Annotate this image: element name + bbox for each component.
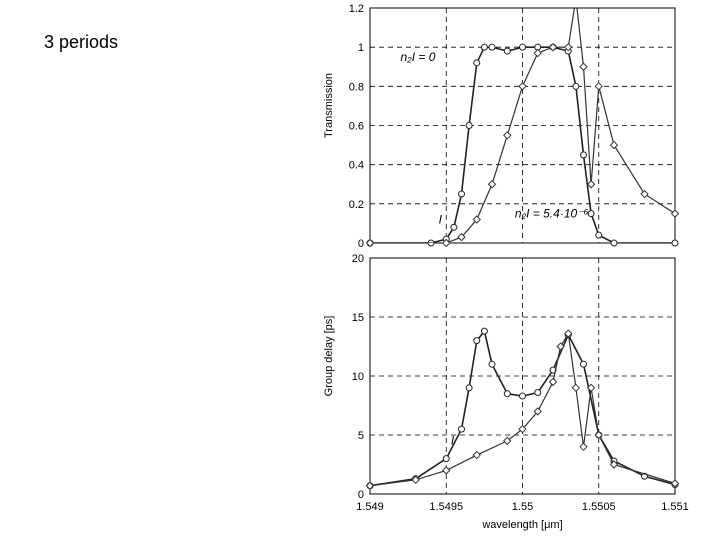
x-tick-label: 1.549 <box>356 501 384 513</box>
x-tick-label: 1.551 <box>661 501 689 513</box>
data-point <box>365 238 375 248</box>
y-tick-label: 0 <box>358 489 364 501</box>
data-point <box>503 131 512 140</box>
data-point <box>503 436 512 446</box>
data-point <box>556 342 565 351</box>
annotation-label: n₂I = 0 <box>401 50 436 64</box>
y-tick-label: 0.4 <box>349 160 364 172</box>
data-point <box>533 407 542 416</box>
data-point <box>671 239 679 247</box>
data-point <box>579 62 588 71</box>
group-delay-plot: 0 5 10 15 20 1.549 1.5495 1.55 1.5505 1.551 Group … <box>323 253 689 531</box>
data-point <box>572 82 580 90</box>
data-point <box>670 209 680 218</box>
y-tick-label: 0.8 <box>349 81 364 93</box>
data-point <box>609 460 619 469</box>
y-tick-label: 1.2 <box>349 3 364 15</box>
data-point <box>503 390 511 398</box>
series-line <box>370 46 675 243</box>
data-point <box>465 384 473 392</box>
y-tick-label: 1 <box>358 42 364 54</box>
data-point <box>442 466 451 475</box>
data-point <box>458 190 465 198</box>
y-tick-label: 0.2 <box>349 199 364 211</box>
data-point <box>458 425 465 433</box>
y-tick-label: 15 <box>352 312 364 324</box>
data-point <box>519 43 526 51</box>
data-point <box>640 189 649 199</box>
data-point <box>533 48 542 58</box>
data-point <box>480 327 488 335</box>
data-point <box>594 430 603 440</box>
data-point <box>580 360 587 368</box>
data-point <box>472 215 481 224</box>
data-point <box>487 180 497 189</box>
data-point <box>503 47 511 55</box>
data-point <box>488 360 496 368</box>
data-point <box>518 424 527 434</box>
slide-title: 3 periods <box>44 32 119 52</box>
x-tick-label: 1.55 <box>512 501 533 513</box>
y-tick-label: 0.6 <box>349 121 364 133</box>
data-point <box>518 82 527 91</box>
data-point <box>595 231 603 239</box>
data-point <box>457 232 466 242</box>
series-line <box>370 331 675 487</box>
data-point <box>472 450 481 460</box>
data-point <box>586 180 596 189</box>
y-tick-label: 5 <box>358 430 364 442</box>
data-point <box>465 122 473 129</box>
data-point <box>571 383 581 393</box>
data-point <box>594 82 603 91</box>
y-axis-label: Transmission <box>323 73 335 138</box>
data-point <box>365 481 375 490</box>
x-axis-label: wavelength [μm] <box>481 519 562 531</box>
annotation-label: I <box>439 212 443 226</box>
data-point <box>564 42 573 52</box>
data-point <box>548 42 558 52</box>
data-point <box>488 43 496 51</box>
y-tick-label: 0 <box>358 238 364 250</box>
data-point <box>548 377 558 387</box>
data-point <box>579 442 588 452</box>
data-point <box>534 389 542 397</box>
data-point <box>587 210 595 218</box>
x-tick-label: 1.5505 <box>582 501 616 513</box>
data-point <box>473 337 481 345</box>
data-point <box>450 223 458 231</box>
data-point <box>442 455 450 463</box>
data-point <box>610 239 618 247</box>
x-tick-label: 1.5495 <box>429 501 463 513</box>
data-point <box>670 479 680 488</box>
data-point <box>442 238 451 248</box>
y-tick-label: 20 <box>352 253 364 265</box>
data-point <box>480 43 488 51</box>
annotation-label: n₂I = 5.4·10⁻⁶ <box>515 207 589 221</box>
data-point <box>564 329 573 338</box>
data-point <box>609 140 619 150</box>
data-point <box>519 392 526 400</box>
annotation-label: I <box>451 433 455 447</box>
transmission-plot: 0 0.2 0.4 0.6 0.8 1 1.2 Transmission n₂I = 0 n₂I … <box>323 3 680 250</box>
data-point <box>580 151 587 159</box>
data-point <box>411 475 420 485</box>
y-tick-label: 10 <box>352 371 364 383</box>
data-point <box>586 383 596 393</box>
y-axis-label: Group delay [ps] <box>323 316 335 397</box>
data-point <box>473 59 481 67</box>
